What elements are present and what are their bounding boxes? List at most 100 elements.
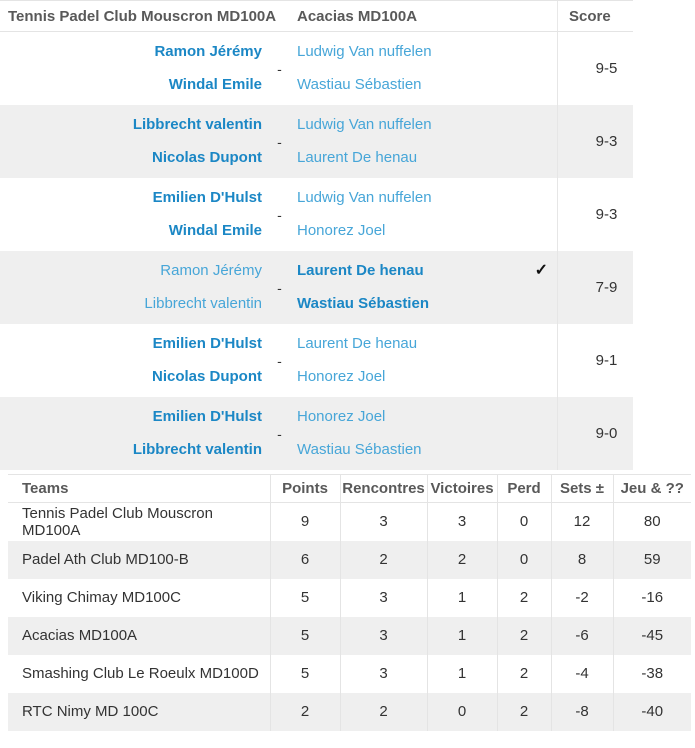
jeu-value: -16 (612, 578, 691, 617)
sets-value: -2 (550, 578, 613, 617)
column-header-perd: Perd (496, 474, 551, 503)
home-pair: Libbrecht valentin Nicolas Dupont (0, 105, 262, 178)
match-score: 9-0 (557, 397, 633, 470)
away-pair: Laurent De henau Honorez Joel (297, 324, 557, 397)
pair-separator: - (277, 279, 282, 296)
player-name-link[interactable]: Ramon Jérémy (154, 43, 262, 60)
team-name: Smashing Club Le Roeulx MD100D (22, 665, 259, 682)
home-pair: Emilien D'Hulst Libbrecht valentin (0, 397, 262, 470)
team-name: Acacias MD100A (22, 627, 138, 644)
away-pair: Ludwig Van nuffelen Honorez Joel (297, 178, 557, 251)
player-name-link[interactable]: Honorez Joel (297, 368, 386, 385)
home-team-name: Tennis Padel Club Mouscron MD100A (8, 7, 277, 25)
standings-row: Tennis Padel Club Mouscron MD100A 9 3 3 … (8, 502, 691, 541)
points-value: 2 (269, 692, 340, 731)
match-score: 7-9 (557, 251, 633, 324)
perd-value: 2 (496, 654, 551, 693)
perd-value: 2 (496, 616, 551, 655)
away-pair: Laurent De henau Wastiau Sébastien ✓ (297, 251, 557, 324)
match-row: Emilien D'Hulst Libbrecht valentin - Hon… (0, 397, 633, 470)
home-pair: Ramon Jérémy Windal Emile (0, 32, 262, 105)
home-pair: Emilien D'Hulst Windal Emile (0, 178, 262, 251)
player-name-link[interactable]: Emilien D'Hulst (152, 335, 262, 352)
away-team-name: Acacias MD100A (297, 7, 418, 25)
player-name-link[interactable]: Ludwig Van nuffelen (297, 116, 432, 133)
perd-value: 2 (496, 692, 551, 731)
rencontres-value: 3 (339, 578, 427, 617)
player-name-link[interactable]: Ludwig Van nuffelen (297, 189, 432, 206)
match-score: 9-1 (557, 324, 633, 397)
sets-value: -8 (550, 692, 613, 731)
points-value: 5 (269, 616, 340, 655)
match-row: Libbrecht valentin Nicolas Dupont - Ludw… (0, 105, 633, 178)
team-name: Padel Ath Club MD100-B (22, 551, 189, 568)
pair-separator: - (277, 60, 282, 77)
standings-row: Smashing Club Le Roeulx MD100D 5 3 1 2 -… (8, 654, 691, 693)
player-name-link[interactable]: Windal Emile (168, 76, 262, 93)
jeu-value: -40 (612, 692, 691, 731)
player-name-link[interactable]: Wastiau Sébastien (297, 76, 422, 93)
standings-row: Acacias MD100A 5 3 1 2 -6 -45 (8, 616, 691, 655)
match-score: 9-5 (557, 32, 633, 105)
player-name-link[interactable]: Wastiau Sébastien (297, 295, 429, 312)
rencontres-value: 3 (339, 654, 427, 693)
points-value: 9 (269, 502, 340, 541)
match-row: Ramon Jérémy Windal Emile - Ludwig Van n… (0, 32, 633, 105)
victoires-value: 3 (426, 502, 497, 541)
player-name-link[interactable]: Wastiau Sébastien (297, 441, 422, 458)
player-name-link[interactable]: Nicolas Dupont (151, 149, 262, 166)
home-pair: Ramon Jérémy Libbrecht valentin (0, 251, 262, 324)
victoires-value: 2 (426, 540, 497, 579)
points-value: 5 (269, 578, 340, 617)
perd-value: 0 (496, 540, 551, 579)
player-name-link[interactable]: Honorez Joel (297, 222, 386, 239)
sets-value: -6 (550, 616, 613, 655)
player-name-link[interactable]: Laurent De henau (297, 262, 424, 279)
sets-value: 12 (550, 502, 613, 541)
player-name-link[interactable]: Libbrecht valentin (132, 441, 262, 458)
player-name-link[interactable]: Emilien D'Hulst (152, 408, 262, 425)
jeu-value: -38 (612, 654, 691, 693)
player-name-link[interactable]: Nicolas Dupont (151, 368, 262, 385)
column-header-teams: Teams (8, 474, 270, 503)
team-name: Viking Chimay MD100C (22, 589, 181, 606)
column-header-sets: Sets ± (550, 474, 613, 503)
match-row: Emilien D'Hulst Windal Emile - Ludwig Va… (0, 178, 633, 251)
jeu-value: -45 (612, 616, 691, 655)
pair-separator: - (277, 425, 282, 442)
standings-row: Viking Chimay MD100C 5 3 1 2 -2 -16 (8, 578, 691, 617)
player-name-link[interactable]: Honorez Joel (297, 408, 386, 425)
pair-separator: - (277, 352, 282, 369)
victoires-value: 1 (426, 578, 497, 617)
points-value: 6 (269, 540, 340, 579)
score-column-header: Score (557, 1, 633, 31)
home-pair: Emilien D'Hulst Nicolas Dupont (0, 324, 262, 397)
column-header-victoires: Victoires (426, 474, 497, 503)
column-header-points: Points (269, 474, 340, 503)
sets-value: 8 (550, 540, 613, 579)
rencontres-value: 2 (339, 692, 427, 731)
player-name-link[interactable]: Laurent De henau (297, 335, 418, 352)
player-name-link[interactable]: Libbrecht valentin (132, 116, 262, 133)
column-header-rencontres: Rencontres (339, 474, 427, 503)
match-score: 9-3 (557, 105, 633, 178)
player-name-link[interactable]: Libbrecht valentin (144, 295, 262, 312)
player-name-link[interactable]: Laurent De henau (297, 149, 418, 166)
victoires-value: 1 (426, 654, 497, 693)
pair-separator: - (277, 206, 282, 223)
standings-header-row: Teams Points Rencontres Victoires Perd S… (8, 474, 691, 503)
player-name-link[interactable]: Ludwig Van nuffelen (297, 43, 432, 60)
team-name: RTC Nimy MD 100C (22, 703, 159, 720)
team-name: Tennis Padel Club Mouscron MD100A (22, 504, 213, 539)
player-name-link[interactable]: Ramon Jérémy (160, 262, 262, 279)
rencontres-value: 2 (339, 540, 427, 579)
perd-value: 2 (496, 578, 551, 617)
winner-checkmark-icon: ✓ (534, 262, 548, 279)
away-pair: Ludwig Van nuffelen Laurent De henau (297, 105, 557, 178)
player-name-link[interactable]: Emilien D'Hulst (152, 189, 262, 206)
pair-separator: - (277, 133, 282, 150)
perd-value: 0 (496, 502, 551, 541)
jeu-value: 59 (612, 540, 691, 579)
rencontres-value: 3 (339, 502, 427, 541)
player-name-link[interactable]: Windal Emile (168, 222, 262, 239)
